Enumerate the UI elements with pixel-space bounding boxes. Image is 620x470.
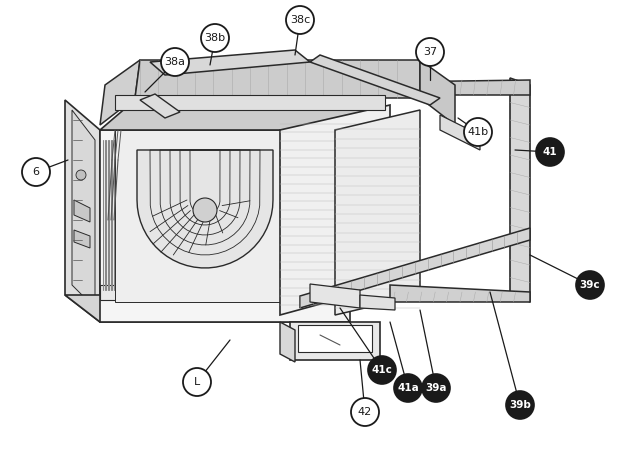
Polygon shape xyxy=(115,95,385,110)
Polygon shape xyxy=(135,60,420,98)
Text: L: L xyxy=(194,377,200,387)
Polygon shape xyxy=(74,200,90,222)
Circle shape xyxy=(422,374,450,402)
Polygon shape xyxy=(100,60,140,125)
Polygon shape xyxy=(300,228,530,308)
Circle shape xyxy=(351,398,379,426)
Polygon shape xyxy=(360,295,395,310)
Polygon shape xyxy=(310,55,440,105)
Polygon shape xyxy=(390,285,530,302)
Circle shape xyxy=(161,48,189,76)
Text: replacementparts.com: replacementparts.com xyxy=(239,228,381,242)
Polygon shape xyxy=(290,322,380,360)
Text: 37: 37 xyxy=(423,47,437,57)
Polygon shape xyxy=(100,285,350,300)
Text: 38b: 38b xyxy=(205,33,226,43)
Polygon shape xyxy=(65,100,100,322)
Text: 39a: 39a xyxy=(425,383,447,393)
Text: 38c: 38c xyxy=(290,15,310,25)
Circle shape xyxy=(183,368,211,396)
Text: 41b: 41b xyxy=(467,127,489,137)
Circle shape xyxy=(22,158,50,186)
Circle shape xyxy=(576,271,604,299)
Polygon shape xyxy=(440,115,480,150)
Polygon shape xyxy=(65,295,350,322)
Circle shape xyxy=(506,391,534,419)
Text: 41: 41 xyxy=(542,147,557,157)
Circle shape xyxy=(368,356,396,384)
Polygon shape xyxy=(335,110,420,315)
Polygon shape xyxy=(298,325,372,352)
Polygon shape xyxy=(280,105,390,315)
Circle shape xyxy=(394,374,422,402)
Text: 41a: 41a xyxy=(397,383,419,393)
Polygon shape xyxy=(140,94,180,118)
Text: 39c: 39c xyxy=(580,280,600,290)
Polygon shape xyxy=(280,322,295,362)
Polygon shape xyxy=(310,284,360,308)
Text: 38a: 38a xyxy=(164,57,185,67)
Text: 6: 6 xyxy=(32,167,40,177)
Circle shape xyxy=(201,24,229,52)
Circle shape xyxy=(76,170,86,180)
Polygon shape xyxy=(74,230,90,248)
Circle shape xyxy=(536,138,564,166)
Polygon shape xyxy=(420,60,455,125)
Polygon shape xyxy=(137,150,273,268)
Text: 39b: 39b xyxy=(509,400,531,410)
Circle shape xyxy=(464,118,492,146)
Polygon shape xyxy=(100,130,350,322)
Polygon shape xyxy=(510,78,530,302)
Circle shape xyxy=(193,198,217,222)
Circle shape xyxy=(416,38,444,66)
Circle shape xyxy=(286,6,314,34)
Polygon shape xyxy=(72,110,95,308)
Polygon shape xyxy=(150,50,310,75)
Polygon shape xyxy=(100,100,385,130)
Polygon shape xyxy=(115,130,320,302)
Text: 41c: 41c xyxy=(371,365,392,375)
Polygon shape xyxy=(390,80,530,95)
Text: 42: 42 xyxy=(358,407,372,417)
